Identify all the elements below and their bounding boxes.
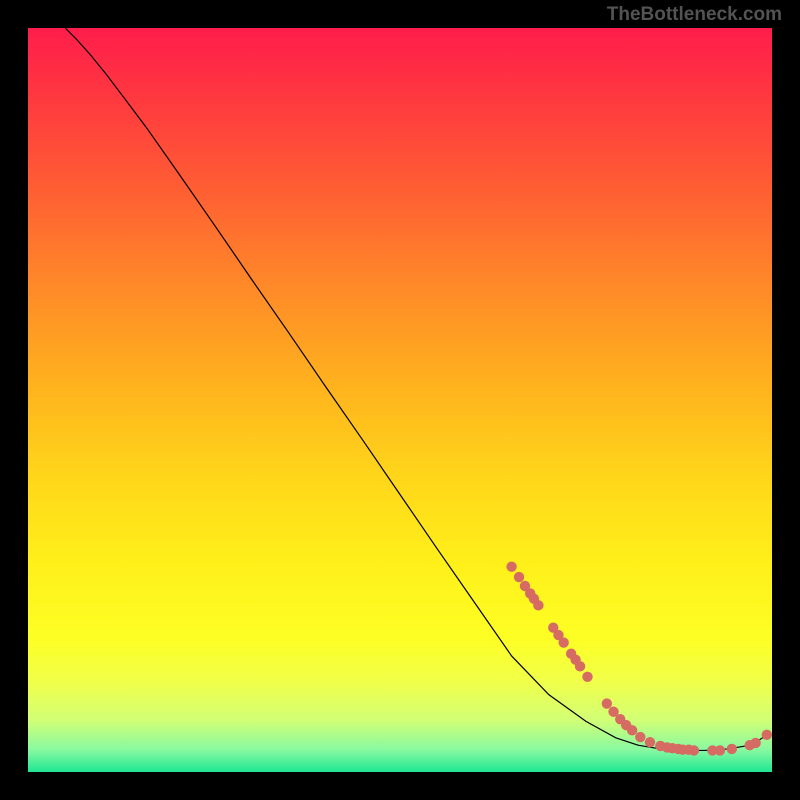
watermark-text: TheBottleneck.com [607, 4, 782, 26]
data-marker [575, 661, 585, 671]
data-marker [602, 698, 612, 708]
chart-plot [28, 28, 772, 772]
data-marker [715, 745, 725, 755]
data-marker [635, 732, 645, 742]
data-marker [514, 572, 524, 582]
data-marker [558, 637, 568, 647]
data-marker [727, 744, 737, 754]
chart-background [28, 28, 772, 772]
data-marker [689, 745, 699, 755]
data-marker [627, 725, 637, 735]
data-marker [582, 672, 592, 682]
data-marker [506, 561, 516, 571]
data-marker [533, 600, 543, 610]
data-marker [762, 730, 772, 740]
data-marker [645, 737, 655, 747]
data-marker [750, 738, 760, 748]
